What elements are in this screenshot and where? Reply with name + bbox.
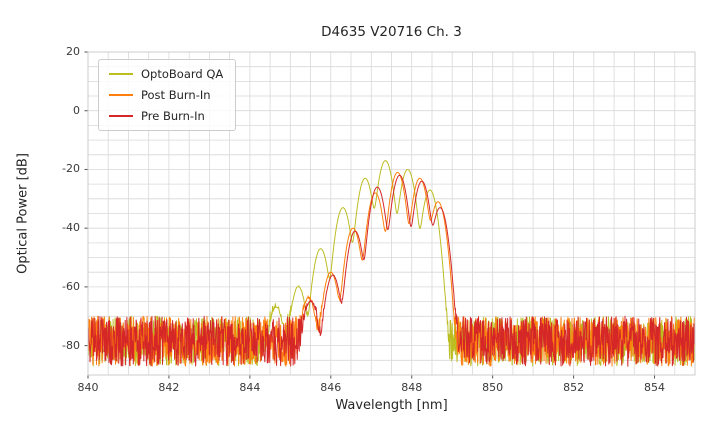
chart-title: D4635 V20716 Ch. 3 (321, 24, 462, 40)
x-tick-label: 846 (320, 381, 342, 394)
x-tick-label: 852 (563, 381, 585, 394)
legend-label-optoboard-qa: OptoBoard QA (141, 67, 224, 81)
x-tick-label: 840 (77, 381, 99, 394)
legend-label-pre-burn-in: Pre Burn-In (141, 109, 205, 123)
legend: OptoBoard QA Post Burn-In Pre Burn-In (98, 59, 237, 131)
y-tick-label: -80 (62, 338, 80, 352)
x-tick-label: 854 (644, 381, 666, 394)
x-tick-label: 848 (401, 381, 423, 394)
y-axis-label: Optical Power [dB] (15, 153, 31, 274)
y-tick-label: -60 (62, 279, 80, 293)
y-tick-label: 0 (73, 103, 80, 117)
legend-item-pre-burn-in: Pre Burn-In (109, 109, 223, 123)
legend-line-post-burn-in (109, 94, 133, 96)
legend-line-optoboard-qa (109, 73, 133, 75)
legend-line-pre-burn-in (109, 115, 133, 117)
x-axis-label: Wavelength [nm] (335, 398, 448, 413)
x-tick-label: 842 (158, 381, 180, 394)
legend-item-post-burn-in: Post Burn-In (109, 88, 223, 102)
x-tick-label: 850 (482, 381, 504, 394)
y-tick-label: -40 (62, 221, 80, 235)
legend-label-post-burn-in: Post Burn-In (141, 88, 211, 102)
series-line-2 (87, 174, 696, 367)
legend-item-optoboard-qa: OptoBoard QA (109, 67, 223, 81)
y-tick-label: -20 (62, 162, 80, 176)
y-tick-label: 20 (66, 45, 80, 58)
x-tick-label: 844 (239, 381, 261, 394)
